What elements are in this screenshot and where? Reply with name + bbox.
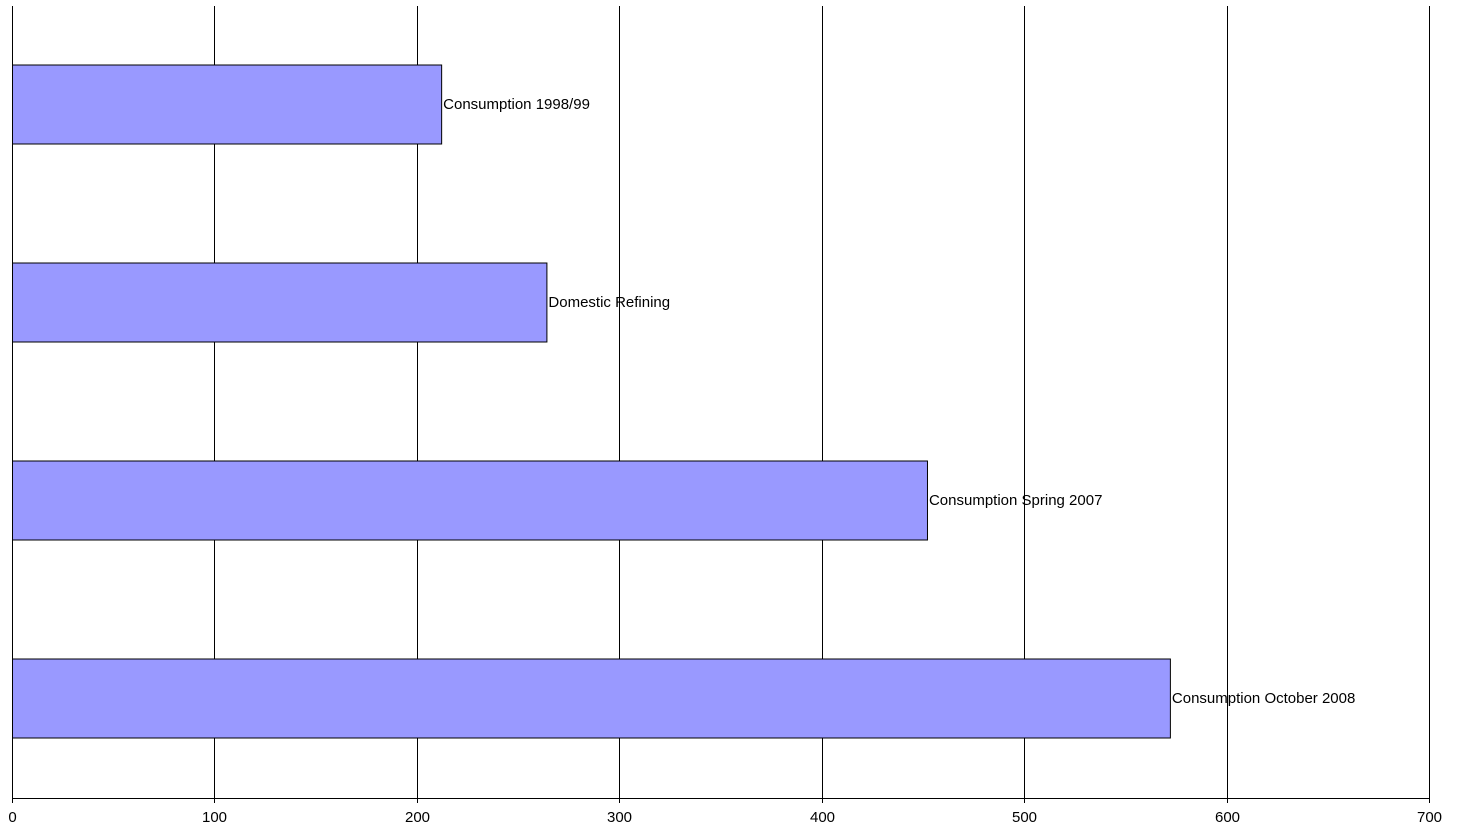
bar-2 [12,460,928,541]
x-tick-label-600: 600 [1215,809,1240,826]
bar-label-1: Domestic Refining [548,294,670,311]
x-axis: 0 100 200 300 400 500 600 700 [8,6,1442,826]
bar-1 [12,262,548,343]
x-tick-label-300: 300 [607,809,632,826]
x-tick-label-200: 200 [405,809,430,826]
bar-label-0: Consumption 1998/99 [443,96,590,113]
bar-3 [12,658,1171,739]
bar-0 [12,64,443,145]
x-tick-label-700: 700 [1417,809,1442,826]
bar-label-2: Consumption Spring 2007 [929,492,1102,509]
bars [12,64,1171,739]
x-tick-label-0: 0 [8,809,16,826]
x-tick-label-100: 100 [202,809,227,826]
x-tick-label-400: 400 [810,809,835,826]
bar-labels: Consumption 1998/99 Domestic Refining Cons… [443,96,1355,707]
bar-label-3: Consumption October 2008 [1172,690,1355,707]
x-tick-label-500: 500 [1012,809,1037,826]
